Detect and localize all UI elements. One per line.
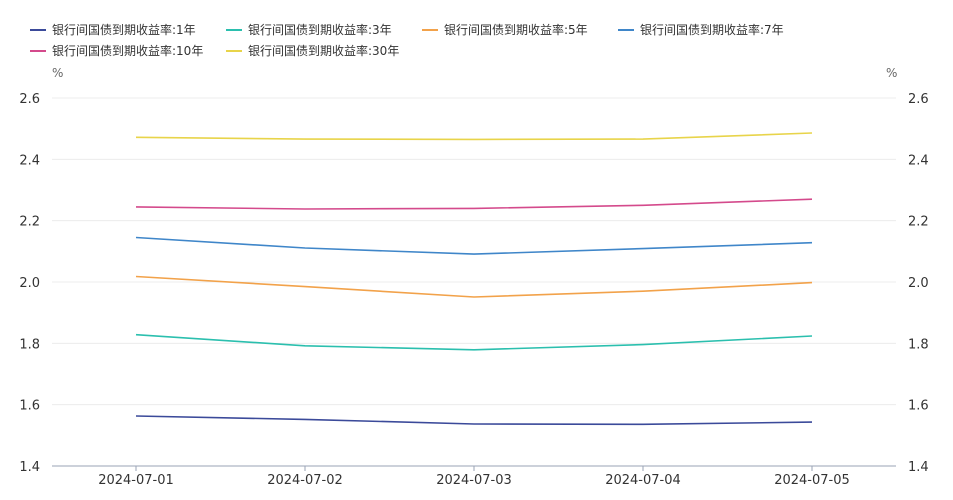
series-lines <box>135 132 813 426</box>
series-line-4[interactable] <box>135 198 813 210</box>
x-axis: 2024-07-01 2024-07-02 2024-07-03 2024-07-04… <box>98 466 850 488</box>
y-tick-label: 1.6 <box>19 399 40 414</box>
y-tick-label-right: 1.6 <box>908 399 929 414</box>
grid-lines <box>52 97 896 467</box>
y-tick-label-right: 1.8 <box>908 337 929 352</box>
x-tick-label: 2024-07-01 <box>98 473 174 488</box>
legend-label: 银行间国债到期收益率:30年 <box>248 43 399 58</box>
x-tick-label: 2024-07-04 <box>605 473 681 488</box>
legend-label: 银行间国债到期收益率:7年 <box>640 22 784 37</box>
x-tick-label: 2024-07-03 <box>436 473 512 488</box>
y-tick-label-right: 2.0 <box>908 276 929 291</box>
y-tick-label: 2.4 <box>19 153 40 168</box>
legend: 银行间国债到期收益率:1年 银行间国债到期收益率:3年 银行间国债到期收益率:5年银… <box>30 22 784 58</box>
y-axis-left: 1.4 1.6 1.8 2.0 2.2 2.4 2.6 <box>19 92 40 475</box>
x-tick-label: 2024-07-02 <box>267 473 343 488</box>
legend-item[interactable]: 银行间国债到期收益率:1年 <box>30 22 196 37</box>
y-axis-unit-right: % <box>886 66 897 80</box>
legend-item[interactable]: 银行间国债到期收益率:3年 <box>226 22 392 37</box>
legend-item[interactable]: 银行间国债到期收益率:7年 <box>618 22 784 37</box>
series-line-5[interactable] <box>135 132 813 141</box>
series-line-1[interactable] <box>135 333 813 351</box>
legend-label: 银行间国债到期收益率:3年 <box>248 22 392 37</box>
legend-label: 银行间国债到期收益率:10年 <box>52 43 203 58</box>
y-tick-label: 2.0 <box>19 276 40 291</box>
y-tick-label: 1.8 <box>19 337 40 352</box>
legend-label: 银行间国债到期收益率:1年 <box>52 22 196 37</box>
y-tick-label-right: 2.6 <box>908 92 929 107</box>
legend-label: 银行间国债到期收益率:5年 <box>444 22 588 37</box>
y-tick-label-right: 2.2 <box>908 215 929 230</box>
x-tick-label: 2024-07-05 <box>774 473 850 488</box>
y-tick-label: 2.6 <box>19 92 40 107</box>
series-line-0[interactable] <box>135 415 813 426</box>
legend-item[interactable]: 银行间国债到期收益率:10年 <box>30 43 203 58</box>
series-line-3[interactable] <box>135 236 813 255</box>
y-tick-label-right: 2.4 <box>908 153 929 168</box>
series-line-2[interactable] <box>135 275 813 298</box>
y-tick-label: 2.2 <box>19 215 40 230</box>
legend-item[interactable]: 银行间国债到期收益率:30年 <box>226 43 399 58</box>
y-tick-label: 1.4 <box>19 460 40 475</box>
legend-item[interactable]: 银行间国债到期收益率:5年 <box>422 22 588 37</box>
y-axis-unit-left: % <box>52 66 63 80</box>
y-axis-right: 1.4 1.6 1.8 2.0 2.2 2.4 2.6 <box>908 92 929 475</box>
y-tick-label-right: 1.4 <box>908 460 929 475</box>
